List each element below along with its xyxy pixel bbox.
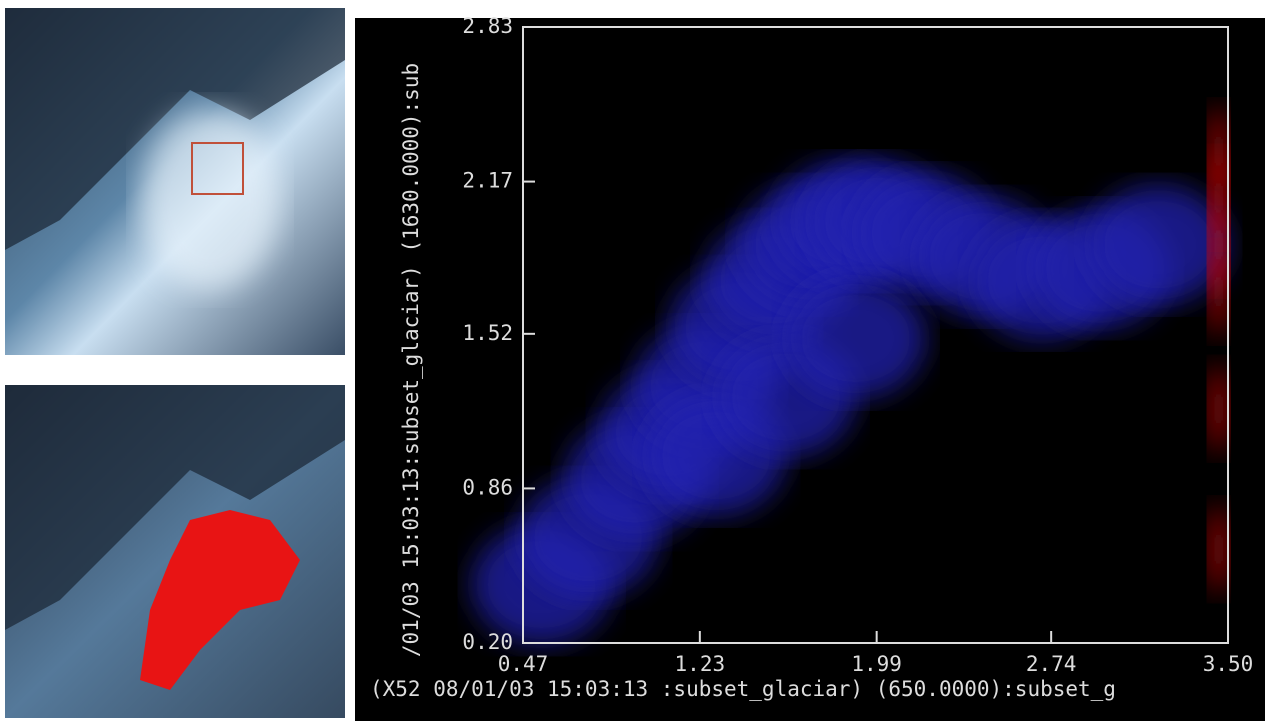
x-tick-label: 2.74: [1026, 652, 1077, 676]
scatter-point: [1208, 504, 1229, 595]
scatter-point: [1088, 184, 1229, 305]
glacier: [140, 110, 280, 290]
y-tick-label: 0.86: [462, 475, 513, 499]
scatter-point: [1208, 246, 1229, 337]
scatter-point: [1208, 363, 1229, 454]
x-tick-label: 1.99: [851, 652, 902, 676]
scatter-point: [785, 278, 926, 399]
x-tick-label: 3.50: [1203, 652, 1254, 676]
y-tick-label: 1.52: [462, 321, 513, 345]
x-tick-label: 1.23: [675, 652, 726, 676]
y-tick-label: 0.20: [462, 630, 513, 654]
selection-box: [191, 142, 244, 195]
y-tick-label: 2.83: [462, 14, 513, 38]
image-shadow: [5, 385, 345, 630]
x-axis-title: (X52 08/01/03 15:03:13 :subset_glaciar) …: [370, 677, 1116, 701]
y-tick-label: 2.17: [462, 169, 513, 193]
plot-frame: [522, 26, 1229, 644]
x-tick-label: 0.47: [498, 652, 549, 676]
image-shadow: [5, 8, 345, 250]
classified-region: [140, 510, 300, 690]
panel-top: [355, 0, 1265, 18]
y-axis-title: /01/03 15:03:13:subset_glaciar) (1630.00…: [399, 63, 423, 657]
